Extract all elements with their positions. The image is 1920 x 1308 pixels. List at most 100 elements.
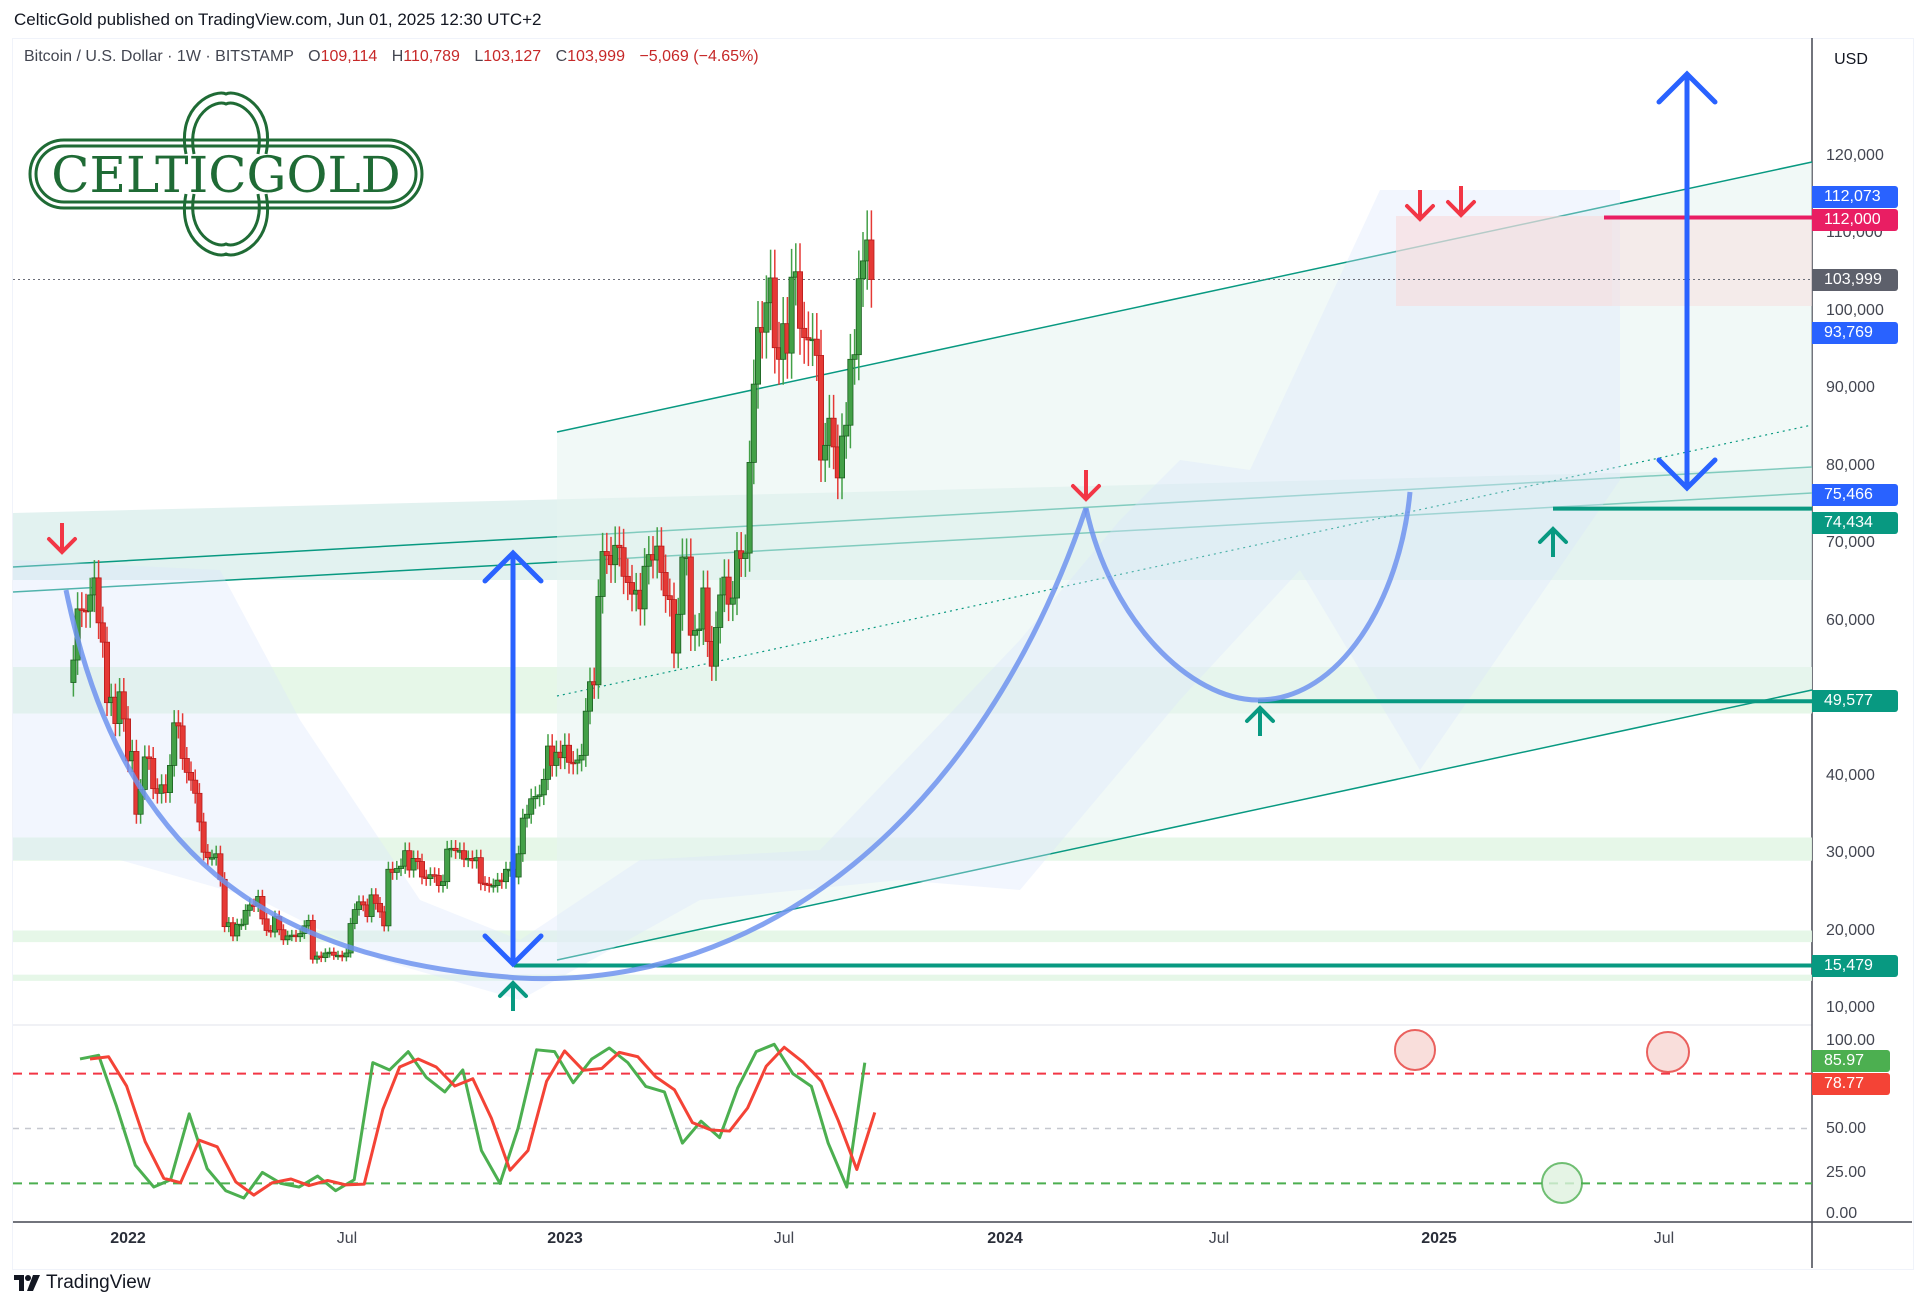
time-axis-month-label: Jul — [1208, 1230, 1230, 1247]
candle — [280, 929, 287, 941]
candle — [687, 556, 694, 636]
candle — [284, 935, 291, 941]
measured-move-arrow-2025-head-down — [1656, 457, 1718, 492]
candle — [578, 754, 585, 761]
projected-overbought-circle-marker — [1646, 1031, 1690, 1073]
candle — [452, 847, 459, 852]
candle — [725, 576, 732, 605]
time-axis-year-label: 2024 — [987, 1230, 1023, 1247]
candle — [309, 920, 316, 960]
candle — [519, 817, 526, 855]
top-arrow-icon-head — [1405, 204, 1435, 222]
candle — [393, 868, 400, 873]
candle — [582, 710, 589, 756]
open-label: O — [308, 48, 321, 65]
candle — [830, 417, 837, 448]
candle — [343, 952, 350, 958]
measured-move-arrow-2023-head-up — [482, 549, 544, 584]
candle — [843, 424, 850, 437]
close-value: 103,999 — [567, 48, 625, 65]
support-zone — [13, 930, 1812, 943]
price-tick-label: 40,000 — [1826, 766, 1875, 784]
candle — [624, 575, 631, 583]
time-axis-year-label: 2022 — [110, 1230, 146, 1247]
candle — [125, 718, 132, 762]
stoch-d-line — [89, 1045, 877, 1197]
measured-move-arrow-2023-head-down — [482, 933, 544, 968]
candle — [847, 358, 854, 426]
change-value: −5,069 (−4.65%) — [639, 48, 759, 65]
price-marker-tag: 74,434 — [1812, 511, 1898, 534]
currency-selector[interactable]: USD — [1820, 44, 1882, 76]
candle — [330, 951, 337, 956]
stoch-tick-label: 100.00 — [1826, 1031, 1875, 1049]
stoch-tick-label: 25.00 — [1826, 1164, 1867, 1182]
candle — [263, 918, 270, 931]
candle — [788, 276, 795, 354]
stoch-k-line — [79, 1042, 867, 1200]
candle — [603, 551, 610, 556]
candle — [95, 577, 102, 624]
candle — [104, 641, 111, 704]
pink-resistance-zone-ext — [1612, 216, 1812, 306]
candle — [641, 565, 648, 610]
tradingview-logo-icon — [14, 1275, 40, 1291]
channel-lower-line — [556, 689, 1813, 961]
candle — [675, 613, 682, 654]
candle — [599, 551, 606, 597]
price-marker-tag: 93,769 — [1812, 321, 1898, 344]
candle — [587, 681, 594, 712]
published-caption: CelticGold published on TradingView.com,… — [14, 10, 542, 29]
candle — [734, 550, 741, 599]
candle — [141, 756, 148, 790]
tradingview-brand[interactable]: TradingView — [14, 1272, 151, 1294]
oversold-circle-marker — [1541, 1162, 1583, 1204]
price-marker-tag: 112,073 — [1812, 185, 1898, 208]
candle — [713, 627, 720, 667]
candle — [658, 545, 665, 573]
candle — [515, 853, 522, 878]
candle — [238, 923, 245, 927]
stoch-tick-label: 50.00 — [1826, 1119, 1867, 1137]
candle — [490, 885, 497, 888]
candle — [418, 861, 425, 878]
candle — [187, 772, 194, 781]
low-value: 103,127 — [483, 48, 542, 65]
candle — [444, 848, 451, 883]
candle — [376, 902, 383, 913]
open-value: 109,114 — [320, 48, 378, 65]
candle — [679, 556, 686, 615]
support-zone — [13, 974, 1812, 981]
price-tick-label: 70,000 — [1826, 534, 1875, 551]
price-marker-tag: 49,577 — [1812, 690, 1898, 713]
candle — [87, 594, 94, 612]
price-tick-label: 120,000 — [1826, 146, 1884, 164]
candle — [183, 758, 190, 773]
high-value: 110,789 — [403, 48, 460, 65]
candle — [868, 239, 875, 280]
candle — [666, 595, 673, 600]
tradingview-brand-text: TradingView — [46, 1272, 151, 1293]
candle — [297, 933, 304, 938]
candle — [78, 608, 85, 611]
candle — [486, 883, 493, 886]
stoch-value-tag: 85.97 — [1812, 1050, 1890, 1072]
price-marker-tag: 112,000 — [1812, 208, 1898, 231]
candle — [620, 547, 627, 577]
cup-arc-large — [63, 507, 1089, 982]
price-marker-tag: 15,479 — [1812, 954, 1898, 977]
candle — [70, 659, 77, 683]
candle — [385, 868, 392, 927]
top-arrow-icon-head — [1446, 200, 1476, 218]
bottom-arrow-icon-head — [1538, 526, 1568, 544]
candle — [755, 327, 762, 385]
candle — [179, 725, 186, 759]
candle — [574, 759, 581, 764]
candle — [208, 857, 215, 860]
candle — [729, 597, 736, 605]
candle — [746, 461, 753, 554]
top-arrow-icon-head — [47, 537, 77, 555]
candle — [540, 778, 547, 796]
celticgold-logo: CELTICGOLD — [28, 91, 424, 257]
